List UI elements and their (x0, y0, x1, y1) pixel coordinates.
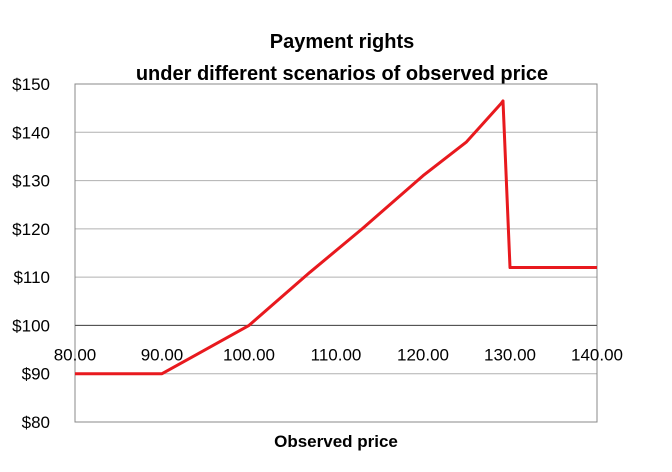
y-tick-label: $130 (12, 172, 50, 191)
x-tick-label: 130.00 (484, 345, 536, 364)
chart-title: Payment rights (270, 31, 414, 53)
y-tick-label: $120 (12, 220, 50, 239)
y-tick-label: $100 (12, 316, 50, 335)
y-tick-label: $140 (12, 123, 50, 142)
y-tick-label: $110 (13, 268, 50, 287)
x-tick-label: 120.00 (397, 345, 449, 364)
chart-subtitle: under different scenarios of observed pr… (136, 63, 548, 85)
series-group (75, 99, 597, 376)
x-tick-label: 110.00 (311, 345, 362, 364)
x-tick-labels: 80.00 90.00 100.00 110.00 120.00 130.00 140.00 (54, 345, 623, 364)
x-tick-label: 90.00 (141, 345, 184, 364)
y-tick-labels: $80 $90 $100 $110 $120 $130 $140 $150 (12, 75, 50, 432)
x-tick-label: 80.00 (54, 345, 97, 364)
x-tick-label: 100.00 (223, 345, 275, 364)
gridlines (75, 131, 597, 375)
x-tick-label: 140.00 (571, 345, 623, 364)
series-line (75, 99, 597, 376)
y-tick-label: $150 (12, 75, 50, 94)
y-tick-label: $90 (22, 365, 50, 384)
x-axis-label: Observed price (274, 432, 398, 451)
y-tick-label: $80 (22, 413, 50, 432)
plot-area-border (74, 83, 598, 423)
